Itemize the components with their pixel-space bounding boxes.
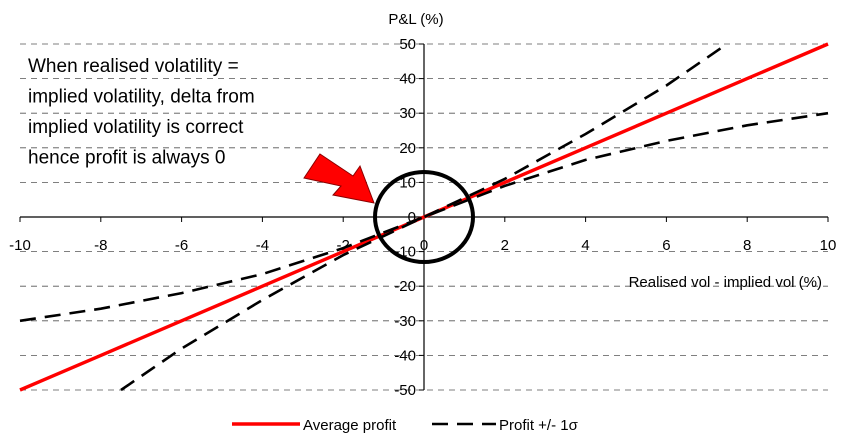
- annotation-text: When realised volatility = implied volati…: [28, 56, 255, 169]
- x-tick-label-7: 4: [581, 237, 589, 254]
- zero-circle: [373, 170, 475, 264]
- annotation-line-0: When realised volatility =: [28, 56, 239, 77]
- x-axis-title: Realised vol - implied vol (%): [629, 274, 822, 291]
- x-tick-label-0: -10: [9, 237, 31, 254]
- x-tick-label-6: 2: [501, 237, 509, 254]
- legend-label-average-profit: Average profit: [303, 417, 397, 434]
- y-tick-label-3: 20: [399, 140, 416, 157]
- annotation-line-3: hence profit is always 0: [28, 148, 226, 169]
- gridlines: [20, 43, 828, 391]
- y-tick-label-2: 30: [399, 105, 416, 122]
- y-tick-label-1: 40: [399, 71, 416, 88]
- legend-label-profit-sigma: Profit +/- 1σ: [499, 417, 579, 434]
- x-tick-label-2: -6: [175, 237, 188, 254]
- x-tick-label-3: -4: [256, 237, 269, 254]
- y-tick-label-8: -30: [394, 313, 416, 330]
- legend: Average profit Profit +/- 1σ: [232, 417, 579, 434]
- x-tick-label-10: 10: [820, 237, 837, 254]
- y-tick-label-5: 0: [408, 209, 416, 226]
- y-tick-label-7: -20: [394, 278, 416, 295]
- y-tick-label-0: 50: [399, 36, 416, 53]
- series-line-1: [19, 111, 829, 323]
- y-tick-label-9: -40: [394, 347, 416, 364]
- x-tick-label-1: -8: [94, 237, 107, 254]
- series-line-2: [120, 42, 728, 392]
- x-tick-label-5: 0: [420, 237, 428, 254]
- series-lines: [19, 42, 829, 392]
- red-arrow-icon: [303, 153, 375, 204]
- annotation-line-2: implied volatility is correct: [28, 117, 244, 138]
- y-tick-label-10: -50: [394, 382, 416, 399]
- x-tick-label-8: 6: [662, 237, 670, 254]
- y-axis-title: P&L (%): [388, 11, 443, 28]
- series-line-0: [19, 42, 829, 392]
- annotation-line-1: implied volatility, delta from: [28, 87, 255, 108]
- y-tick-label-4: 10: [399, 174, 416, 191]
- x-tick-label-9: 8: [743, 237, 751, 254]
- annotation: When realised volatility = implied volati…: [28, 56, 475, 264]
